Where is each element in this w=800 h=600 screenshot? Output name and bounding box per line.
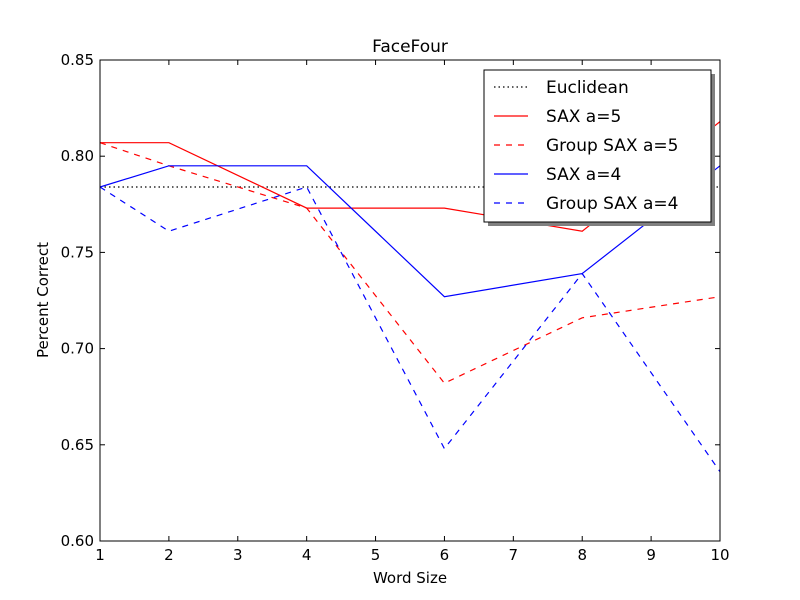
x-tick-label: 2 <box>164 546 174 564</box>
legend-entries: Euclidean SAX a=5 Group SAX a=5 SAX a=4 Grou… <box>494 78 678 214</box>
x-tick-label: 9 <box>646 546 656 564</box>
x-tick-label: 3 <box>233 546 243 564</box>
plot-frame <box>99 59 721 542</box>
y-tick-label: 0.75 <box>61 243 94 261</box>
x-tick-label: 5 <box>371 546 381 564</box>
legend-label-euclidean: Euclidean <box>546 78 629 98</box>
x-tick-label: 8 <box>577 546 587 564</box>
legend-box <box>483 69 712 223</box>
series-line-group-sax-a-5 <box>99 142 721 384</box>
x-axis-label: Word Size <box>373 569 447 587</box>
y-axis-label: Percent Correct <box>34 242 52 358</box>
y-tick-label: 0.65 <box>61 436 94 454</box>
legend-label-sax-a-5: SAX a=5 <box>546 107 621 127</box>
legend-label-sax-a-4: SAX a=4 <box>546 165 621 185</box>
x-tick-label: 10 <box>710 546 729 564</box>
series-line-group-sax-a-4 <box>99 186 721 473</box>
y-tick-label: 0.80 <box>61 147 94 165</box>
legend-label-group-sax-a-5: Group SAX a=5 <box>546 136 678 156</box>
chart-title: FaceFour <box>372 37 448 57</box>
x-tick-label: 4 <box>302 546 312 564</box>
legend-label-group-sax-a-4: Group SAX a=4 <box>546 194 678 214</box>
y-tick-label: 0.85 <box>61 51 94 69</box>
y-tick-label: 0.70 <box>61 340 94 358</box>
legend: Euclidean SAX a=5 Group SAX a=5 SAX a=4 Grou… <box>483 69 715 226</box>
y-tick-label: 0.60 <box>61 532 94 550</box>
x-tick-label: 7 <box>509 546 519 564</box>
x-tick-label: 6 <box>440 546 450 564</box>
series-line-sax-a-4 <box>99 165 721 298</box>
x-tick-label: 1 <box>95 546 105 564</box>
tick-layer: 1 2 3 4 5 6 7 8 9 10 0.60 0.65 0.70 0.75 0.80 0.85 <box>61 51 730 564</box>
